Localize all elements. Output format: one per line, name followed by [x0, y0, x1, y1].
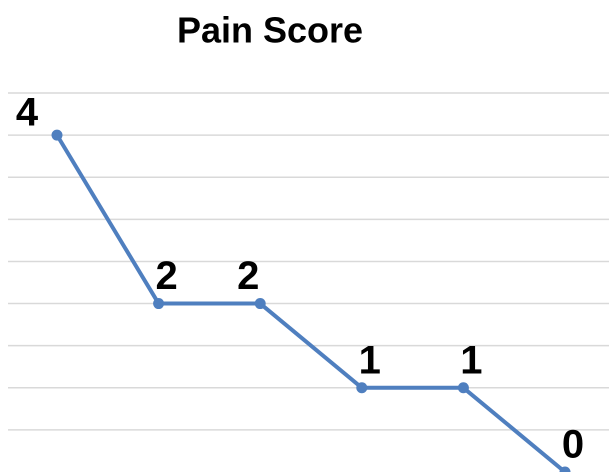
data-label: 0 [562, 423, 584, 467]
chart-title: Pain Score [177, 10, 363, 51]
data-line [55, 134, 567, 472]
data-point [457, 382, 469, 394]
data-label: 1 [359, 338, 381, 382]
data-point [51, 129, 63, 141]
data-label: 2 [237, 254, 259, 298]
data-point [254, 298, 266, 310]
data-point [153, 298, 165, 310]
data-label: 4 [16, 91, 39, 135]
data-point [356, 382, 368, 394]
data-point [559, 466, 571, 472]
data-label: 1 [460, 338, 482, 382]
data-label: 2 [155, 254, 177, 298]
